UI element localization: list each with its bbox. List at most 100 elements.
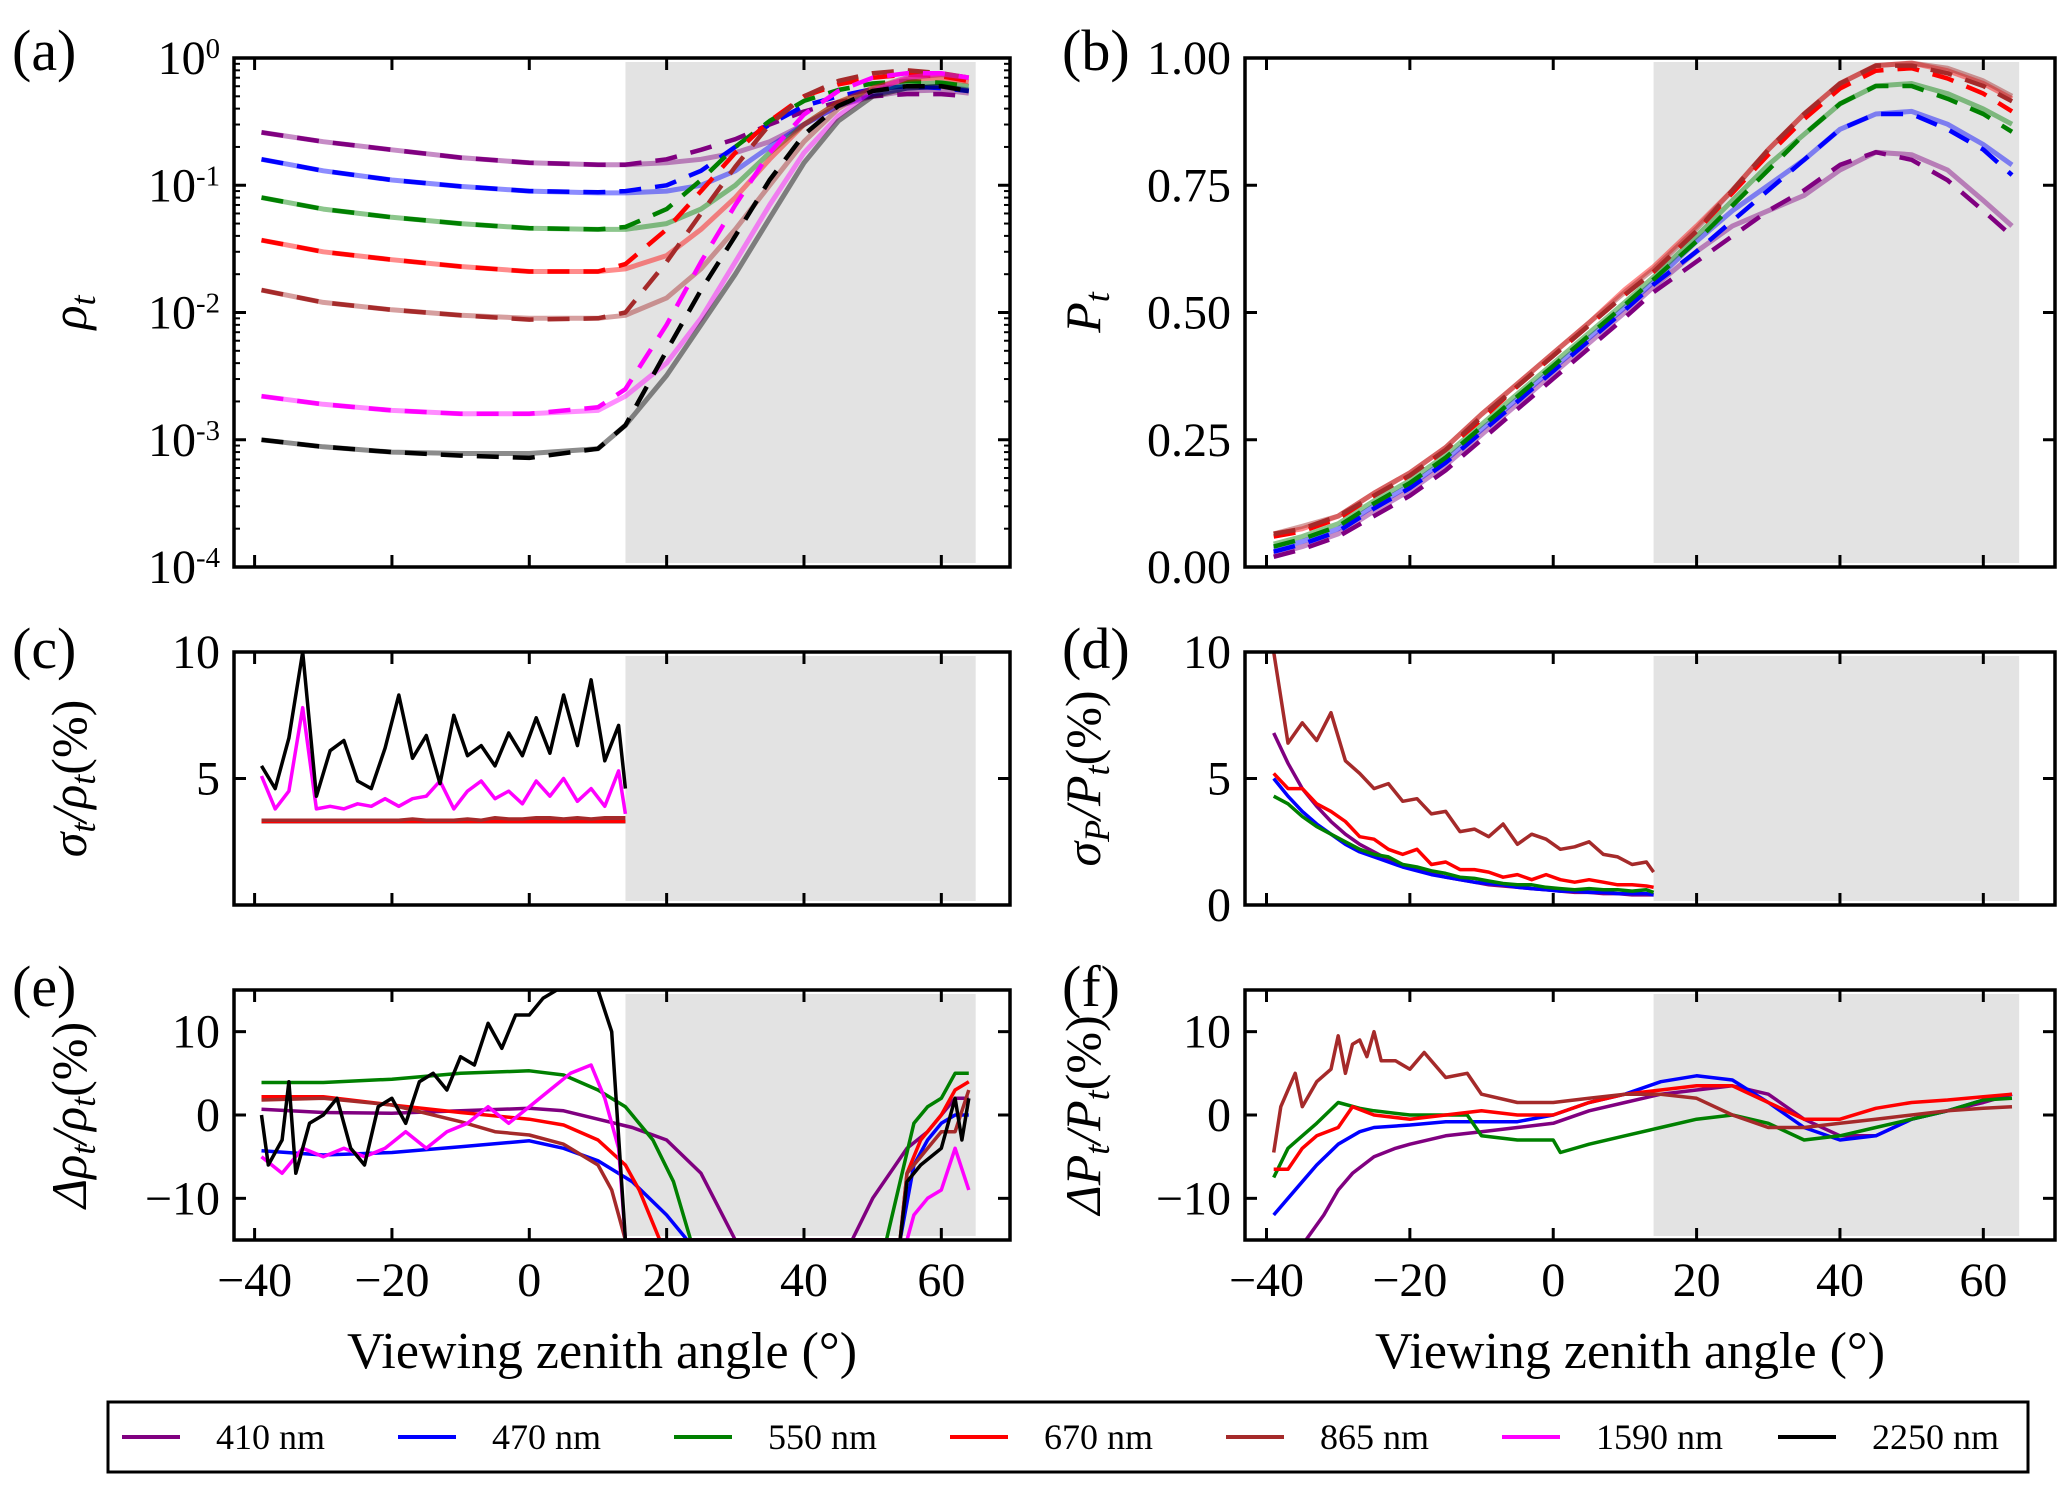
panel-letter: (e) — [12, 954, 76, 1019]
y-tick-label: 10-1 — [148, 159, 220, 212]
legend-label: 470 nm — [492, 1417, 601, 1457]
legend-entry: 550 nm — [674, 1417, 877, 1457]
y-tick-label: 10-3 — [148, 414, 220, 467]
panel-letter: (c) — [12, 616, 76, 681]
series-line-670-nm — [1272, 772, 1654, 890]
series-line-865-nm — [1271, 1029, 2013, 1153]
panel-letter: (f) — [1062, 954, 1120, 1019]
y-tick-label: 1.00 — [1147, 32, 1231, 85]
panel-f: −40 −20 0 20 40 60 −10 0 10 ΔPt/Pt(%) Viewing zeni… — [1055, 954, 2057, 1380]
y-tick-label: 10 — [172, 626, 220, 679]
y-tick-label: 10-4 — [148, 541, 220, 594]
x-tick-label: −40 — [1229, 1254, 1304, 1307]
series-line-670-nm-model — [261, 72, 970, 274]
x-tick-label: 20 — [643, 1254, 691, 1307]
panel-c: 5 10 σt/ρt(%) (c) — [12, 616, 1012, 907]
x-tick-label: 40 — [1816, 1254, 1864, 1307]
y-tick-label: 0.00 — [1147, 541, 1231, 594]
x-tick-label: −20 — [1372, 1254, 1447, 1307]
x-tick-label: 60 — [917, 1254, 965, 1307]
shaded-region — [1653, 62, 2020, 563]
y-axis-label: Pt — [1055, 291, 1117, 334]
y-tick-label: 10 — [172, 1006, 220, 1059]
series-group — [259, 990, 971, 1240]
series-line-550-nm-model — [261, 78, 970, 232]
legend-entry: 470 nm — [398, 1417, 601, 1457]
legend-entry: 865 nm — [1226, 1417, 1429, 1457]
panel-e: −40 −20 0 20 40 60 −10 0 10 Δρt/ρt(%) Viewing zeni… — [12, 954, 1012, 1380]
series-line-865-nm — [261, 815, 626, 822]
legend-entry: 1590 nm — [1502, 1417, 1723, 1457]
x-tick-label: 0 — [517, 1254, 541, 1307]
panel-d: 0 5 10 σP/Pt(%) (d) — [1055, 616, 2057, 932]
y-axis-label: ρt — [41, 295, 103, 332]
series-line-1590-nm — [259, 705, 628, 815]
y-axis-label: σt/ρt(%) — [41, 700, 103, 858]
panel-letter: (d) — [1062, 616, 1130, 681]
series-line-670-nm-measured — [261, 75, 970, 274]
y-tick-label: 0.25 — [1147, 414, 1231, 467]
x-tick-label: 40 — [780, 1254, 828, 1307]
y-axis-label: ΔPt/Pt(%) — [1055, 1015, 1117, 1216]
x-axis-label: Viewing zenith angle (°) — [347, 1323, 857, 1380]
x-tick-label: −40 — [217, 1254, 292, 1307]
series-line-1590-nm-measured — [261, 71, 970, 417]
x-tick-label: 60 — [1959, 1254, 2007, 1307]
y-tick-label: −10 — [1156, 1172, 1231, 1225]
series-line-2250-nm — [259, 990, 971, 1240]
legend-label: 550 nm — [768, 1417, 877, 1457]
series-group — [259, 652, 628, 824]
series-group — [1271, 652, 1656, 897]
shaded-region — [1653, 994, 2020, 1236]
series-group — [1271, 1029, 2013, 1240]
series-line-470-nm — [261, 1113, 969, 1240]
series-line-410-nm-measured — [261, 87, 970, 168]
series-line-865-nm — [1271, 652, 1656, 874]
series-line-670-nm — [261, 1080, 970, 1240]
panel-letter: (a) — [12, 18, 76, 83]
legend-entry: 2250 nm — [1778, 1417, 1999, 1457]
series-group — [1273, 60, 2014, 559]
x-tick-label: −20 — [354, 1254, 429, 1307]
series-line-670-nm-measured — [1273, 60, 2014, 537]
series-line-865-nm-measured — [261, 72, 970, 321]
shaded-region — [625, 62, 976, 563]
y-tick-label: 10 — [1183, 1006, 1231, 1059]
series-line-550-nm — [261, 1069, 969, 1240]
y-tick-label: 0.50 — [1147, 287, 1231, 340]
shaded-region — [625, 656, 976, 901]
panel-b: 0.00 0.25 0.50 0.75 1.00 Pt (b) — [1055, 18, 2057, 594]
legend-label: 2250 nm — [1872, 1417, 1999, 1457]
series-line-470-nm-measured — [261, 83, 970, 196]
series-line-670-nm — [1273, 1084, 2013, 1171]
legend-label: 865 nm — [1320, 1417, 1429, 1457]
x-tick-label: 20 — [1673, 1254, 1721, 1307]
legend-entry: 410 nm — [122, 1417, 325, 1457]
panel-letter: (b) — [1062, 18, 1130, 83]
x-tick-label: 0 — [1541, 1254, 1565, 1307]
shaded-region — [625, 994, 976, 1236]
series-line-2250-nm-measured — [261, 83, 970, 456]
series-line-470-nm-model — [1273, 111, 2014, 554]
series-line-1590-nm-model — [261, 70, 970, 417]
series-line-865-nm-model — [1273, 63, 2014, 537]
series-line-2250-nm — [260, 652, 628, 798]
y-tick-label: 5 — [196, 753, 220, 806]
series-line-550-nm — [1272, 1096, 2013, 1179]
series-line-410-nm-model — [261, 91, 969, 167]
legend-label: 410 nm — [216, 1417, 325, 1457]
series-line-550-nm-model — [1273, 83, 2014, 549]
y-tick-label: 0 — [196, 1089, 220, 1142]
panel-a: 10-4 10-3 10-2 10-1 100 ρt (a) — [12, 18, 1012, 594]
y-tick-label: 0 — [1207, 879, 1231, 932]
x-axis-label: Viewing zenith angle (°) — [1375, 1323, 1885, 1380]
y-axis-label: σP/Pt(%) — [1055, 690, 1117, 866]
shaded-region — [1653, 656, 2020, 901]
y-tick-label: 10-2 — [148, 287, 220, 340]
y-tick-label: 5 — [1207, 753, 1231, 806]
series-group — [261, 68, 970, 461]
y-tick-label: −10 — [145, 1172, 220, 1225]
y-tick-label: 0 — [1207, 1089, 1231, 1142]
legend-entry: 670 nm — [950, 1417, 1153, 1457]
y-axis-label: Δρt/ρt(%) — [41, 1022, 103, 1210]
